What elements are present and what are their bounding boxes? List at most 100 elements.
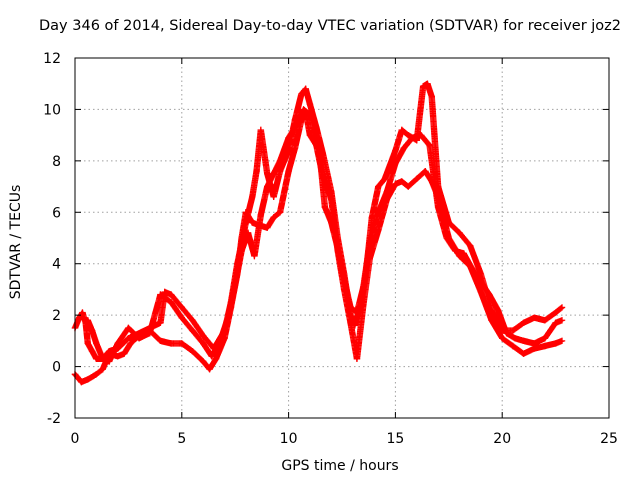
data-point: [405, 183, 412, 190]
data-point: [428, 93, 435, 100]
data-point: [541, 335, 549, 342]
y-tick-label: 4: [52, 257, 61, 273]
data-point: [499, 335, 506, 342]
data-point: [422, 167, 429, 175]
data-point: [445, 219, 452, 226]
data-point: [520, 319, 527, 327]
data-series: [71, 80, 566, 386]
data-point: [99, 355, 106, 363]
data-point: [127, 340, 134, 347]
data-point: [167, 299, 175, 306]
data-point: [264, 170, 271, 177]
data-point: [276, 167, 284, 175]
x-axis-label: GPS time / hours: [281, 458, 398, 474]
data-point: [375, 209, 382, 216]
data-point: [93, 355, 100, 363]
data-point: [232, 281, 239, 288]
data-point: [157, 337, 164, 345]
data-point: [167, 291, 175, 298]
data-point: [443, 234, 450, 242]
data-point: [360, 283, 367, 291]
data-point: [125, 335, 132, 342]
data-point: [249, 219, 256, 226]
data-point: [417, 131, 425, 139]
data-point: [189, 327, 196, 334]
data-point: [125, 324, 132, 332]
data-point: [452, 247, 459, 255]
data-point: [340, 275, 348, 283]
data-point: [146, 329, 153, 337]
data-point: [334, 245, 341, 252]
data-point: [178, 340, 185, 347]
y-tick-label: 0: [52, 360, 61, 376]
data-point: [93, 371, 100, 378]
data-point: [456, 229, 463, 237]
data-point: [276, 209, 284, 216]
grid-lines: [75, 58, 609, 418]
data-point: [270, 193, 277, 201]
data-point: [298, 90, 305, 98]
data-point: [291, 124, 299, 131]
data-point: [398, 178, 406, 185]
data-point: [400, 144, 408, 152]
data-point: [244, 229, 252, 237]
data-point: [398, 126, 406, 134]
data-point: [558, 304, 566, 311]
plot-frame: [74, 57, 610, 419]
data-point: [509, 327, 517, 334]
data-point: [409, 134, 416, 141]
data-point: [541, 317, 549, 324]
data-point: [157, 291, 164, 298]
data-point: [511, 335, 519, 342]
data-point: [368, 214, 376, 221]
y-tick-label: 6: [52, 205, 61, 221]
data-point: [477, 278, 485, 285]
data-point: [552, 319, 559, 327]
x-tick-label: 20: [493, 431, 511, 447]
data-point: [552, 340, 559, 347]
data-point: [347, 319, 354, 327]
y-axis-label: SDTVAR / TECUs: [8, 185, 24, 300]
data-point: [99, 365, 106, 373]
data-point: [208, 353, 215, 360]
data-point: [242, 209, 250, 216]
data-point: [105, 358, 113, 365]
data-point: [353, 309, 361, 316]
data-point: [285, 134, 292, 141]
chart-title: Day 346 of 2014, Sidereal Day-to-day VTE…: [39, 18, 621, 34]
data-point: [84, 340, 92, 347]
data-point: [306, 111, 314, 118]
data-point: [189, 347, 196, 355]
data-point: [93, 340, 100, 347]
data-point: [541, 342, 549, 350]
y-tick-label: 2: [52, 308, 61, 324]
data-point: [520, 350, 527, 357]
y-tick-label: -2: [47, 411, 61, 427]
data-point: [494, 306, 502, 314]
data-point: [392, 160, 399, 167]
data-point: [114, 340, 121, 347]
data-point: [276, 157, 284, 165]
data-point: [264, 183, 271, 190]
data-point: [315, 139, 322, 147]
data-point: [161, 288, 168, 296]
axis-ticks: 0 5 10 15 20 25 -2 0 2 4 6 8 10 12: [43, 51, 618, 447]
data-point: [270, 214, 277, 221]
series-track-3: [84, 106, 566, 365]
data-point: [531, 314, 538, 321]
data-point: [253, 167, 260, 175]
data-point: [306, 101, 314, 108]
data-point: [460, 250, 467, 257]
x-tick-label: 0: [71, 431, 80, 447]
data-point: [167, 340, 175, 347]
data-point: [486, 291, 493, 298]
data-point: [120, 350, 128, 357]
data-point: [291, 144, 299, 152]
data-point: [206, 365, 213, 373]
data-point: [375, 183, 382, 190]
data-point: [366, 239, 373, 247]
data-point: [466, 242, 474, 249]
data-point: [321, 203, 329, 211]
data-point: [405, 131, 412, 139]
